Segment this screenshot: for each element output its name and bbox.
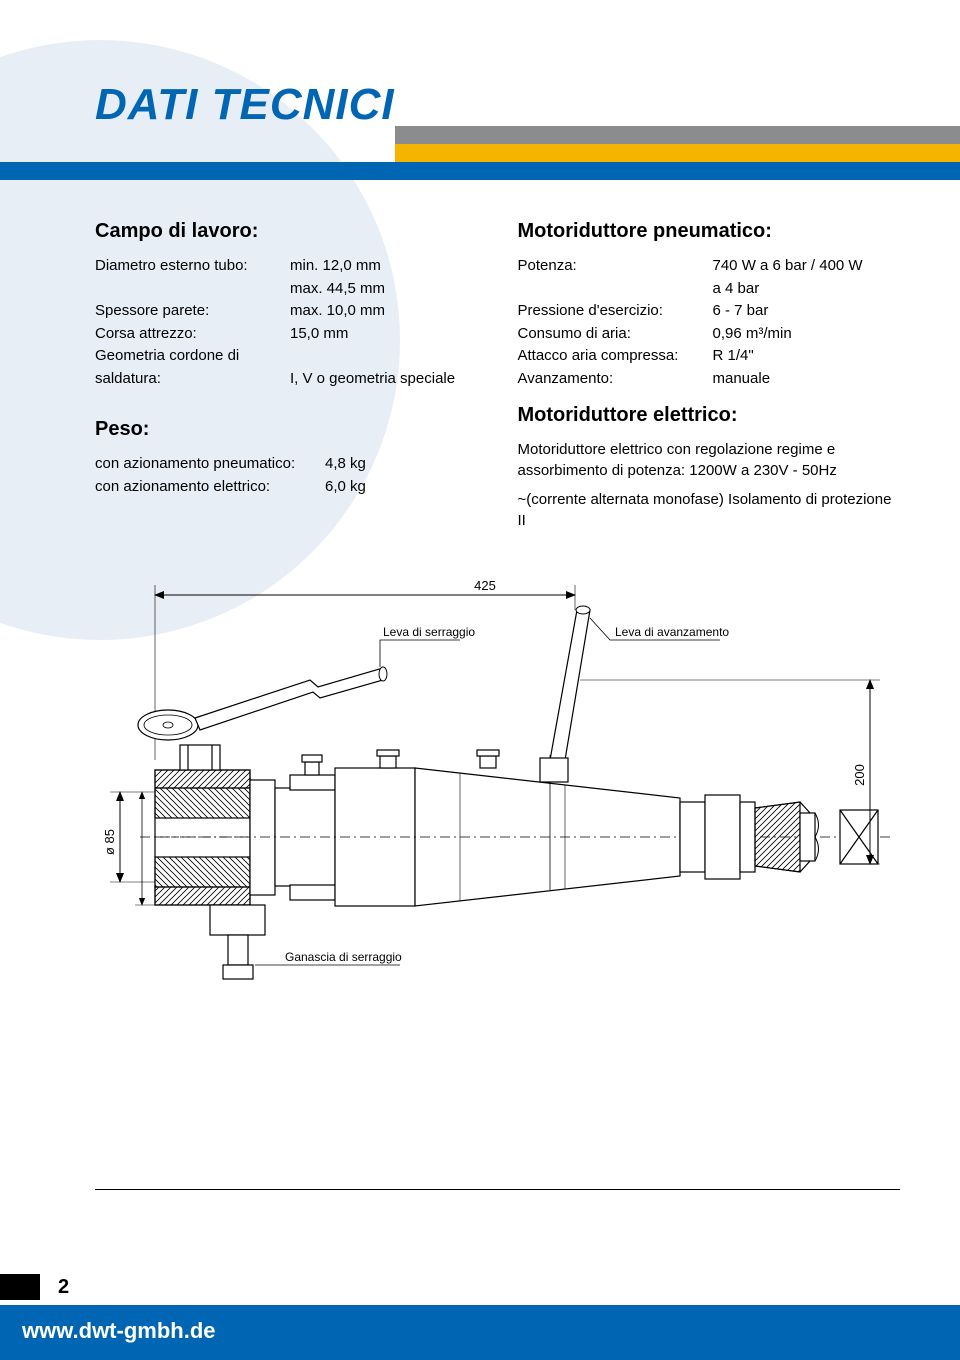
footer-url: www.dwt-gmbh.de	[22, 1318, 216, 1344]
spec-value: 0,96 m³/min	[713, 323, 901, 346]
page-number-marker	[0, 1274, 40, 1300]
spec-row: saldatura:I, V o geometria speciale	[95, 368, 478, 391]
dimension-top: 425	[155, 578, 575, 760]
spec-row: con azionamento elettrico:6,0 kg	[95, 476, 478, 499]
page-number: 2	[58, 1276, 69, 1299]
clamp-lever-label: Leva di serraggio	[380, 625, 475, 667]
spec-label	[95, 278, 290, 301]
spec-content: Campo di lavoro: Diametro esterno tubo:m…	[95, 220, 900, 531]
spec-label: saldatura:	[95, 368, 290, 391]
spec-label: Potenza:	[518, 255, 713, 278]
spec-row: a 4 bar	[518, 278, 901, 301]
left-column: Campo di lavoro: Diametro esterno tubo:m…	[95, 220, 478, 531]
bottom-rule	[95, 1189, 900, 1190]
spec-value: max. 44,5 mm	[290, 278, 478, 301]
spec-row: max. 44,5 mm	[95, 278, 478, 301]
page-title: DATI TECNICI	[95, 80, 395, 130]
spec-label: con azionamento pneumatico:	[95, 453, 325, 476]
spec-row: con azionamento pneumatico:4,8 kg	[95, 453, 478, 476]
spec-row: Potenza:740 W a 6 bar / 400 W	[518, 255, 901, 278]
machine-body	[140, 745, 890, 979]
right-column: Motoriduttore pneumatico: Potenza:740 W …	[518, 220, 901, 531]
spec-label: Pressione d'esercizio:	[518, 300, 713, 323]
motor-elec-title: Motoriduttore elettrico:	[518, 404, 901, 427]
spec-value: 6 - 7 bar	[713, 300, 901, 323]
svg-text:Ganascia di serraggio: Ganascia di serraggio	[285, 950, 402, 964]
spec-label	[518, 278, 713, 301]
spec-value	[290, 345, 478, 368]
spec-value: R 1/4"	[713, 345, 901, 368]
header-color-bars	[0, 126, 960, 180]
spec-value: 6,0 kg	[325, 476, 478, 499]
spec-label: Consumo di aria:	[518, 323, 713, 346]
spec-row: Geometria cordone di	[95, 345, 478, 368]
clamp-jaw-label: Ganascia di serraggio	[255, 950, 402, 965]
spec-label: Diametro esterno tubo:	[95, 255, 290, 278]
spec-row: Corsa attrezzo:15,0 mm	[95, 323, 478, 346]
spec-label: Avanzamento:	[518, 368, 713, 391]
spec-value: manuale	[713, 368, 901, 391]
campo-title: Campo di lavoro:	[95, 220, 478, 243]
svg-text:ø 85: ø 85	[102, 829, 117, 855]
spec-value: max. 10,0 mm	[290, 300, 478, 323]
svg-text:200: 200	[852, 764, 867, 786]
spec-row: Avanzamento:manuale	[518, 368, 901, 391]
spec-label: Attacco aria compressa:	[518, 345, 713, 368]
spec-value: a 4 bar	[713, 278, 901, 301]
motor-pneu-title: Motoriduttore pneumatico:	[518, 220, 901, 243]
spec-label: Geometria cordone di	[95, 345, 290, 368]
clamp-lever	[138, 667, 387, 740]
spec-row: Consumo di aria:0,96 m³/min	[518, 323, 901, 346]
spec-value: min. 12,0 mm	[290, 255, 478, 278]
spec-row: Diametro esterno tubo:min. 12,0 mm	[95, 255, 478, 278]
svg-text:Leva di serraggio: Leva di serraggio	[383, 625, 475, 639]
spec-row: Spessore parete:max. 10,0 mm	[95, 300, 478, 323]
spec-value: 15,0 mm	[290, 323, 478, 346]
page-number-box: 2	[0, 1274, 69, 1300]
spec-row: Attacco aria compressa:R 1/4"	[518, 345, 901, 368]
svg-text:Leva di avanzamento: Leva di avanzamento	[615, 625, 729, 639]
spec-value: I, V o geometria speciale	[290, 368, 478, 391]
technical-diagram: 425 Leva di serraggio Leva di avanzament…	[80, 570, 900, 1055]
peso-title: Peso:	[95, 418, 478, 441]
spec-label: Corsa attrezzo:	[95, 323, 290, 346]
spec-value: 740 W a 6 bar / 400 W	[713, 255, 901, 278]
spec-row: Pressione d'esercizio:6 - 7 bar	[518, 300, 901, 323]
spec-label: con azionamento elettrico:	[95, 476, 325, 499]
feed-lever	[550, 606, 590, 760]
spec-label: Spessore parete:	[95, 300, 290, 323]
svg-text:425: 425	[474, 578, 496, 593]
elec-para-2: ~(corrente alternata monofase) Isolament…	[518, 489, 901, 531]
feed-lever-label: Leva di avanzamento	[590, 618, 729, 640]
spec-value: 4,8 kg	[325, 453, 478, 476]
elec-para-1: Motoriduttore elettrico con regolazione …	[518, 439, 901, 481]
